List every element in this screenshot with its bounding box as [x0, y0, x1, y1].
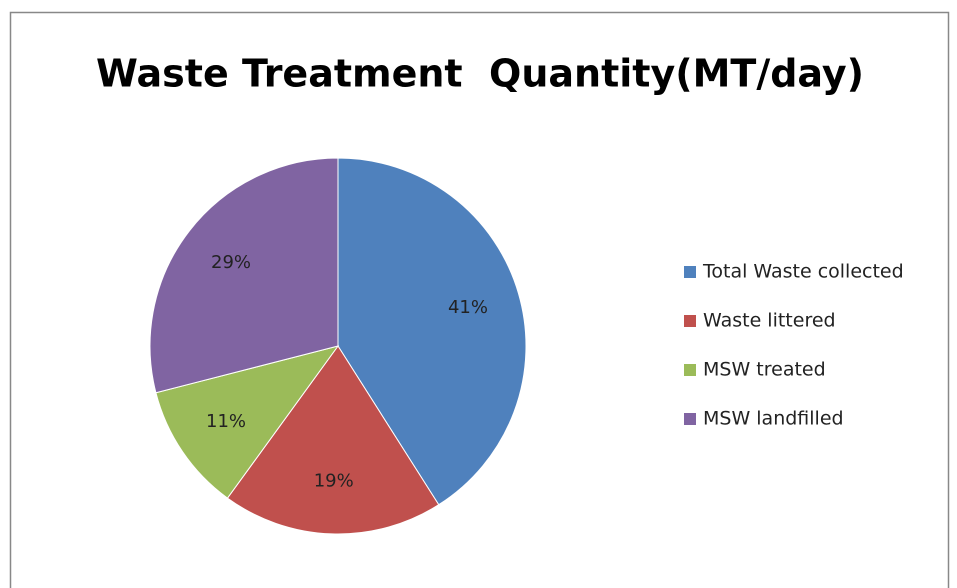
data-label: 29% — [211, 252, 251, 273]
data-label: 19% — [314, 470, 354, 491]
legend-swatch — [684, 315, 696, 327]
pie-slice — [226, 345, 440, 535]
data-label: 11% — [206, 411, 246, 432]
legend-swatch — [684, 266, 696, 278]
legend-swatch — [684, 413, 696, 425]
pie-slice — [337, 157, 527, 506]
pie-slice — [149, 157, 339, 394]
legend-label: MSW landfilled — [703, 408, 844, 430]
legend-label: MSW treated — [703, 359, 826, 381]
legend-label: Waste littered — [703, 310, 836, 332]
legend-label: Total Waste collected — [702, 261, 904, 283]
chart-title: Waste Treatment Quantity(MT/day) — [96, 52, 864, 96]
pie-slice — [155, 345, 340, 499]
legend-swatch — [684, 364, 696, 376]
data-label: 41% — [448, 297, 488, 318]
